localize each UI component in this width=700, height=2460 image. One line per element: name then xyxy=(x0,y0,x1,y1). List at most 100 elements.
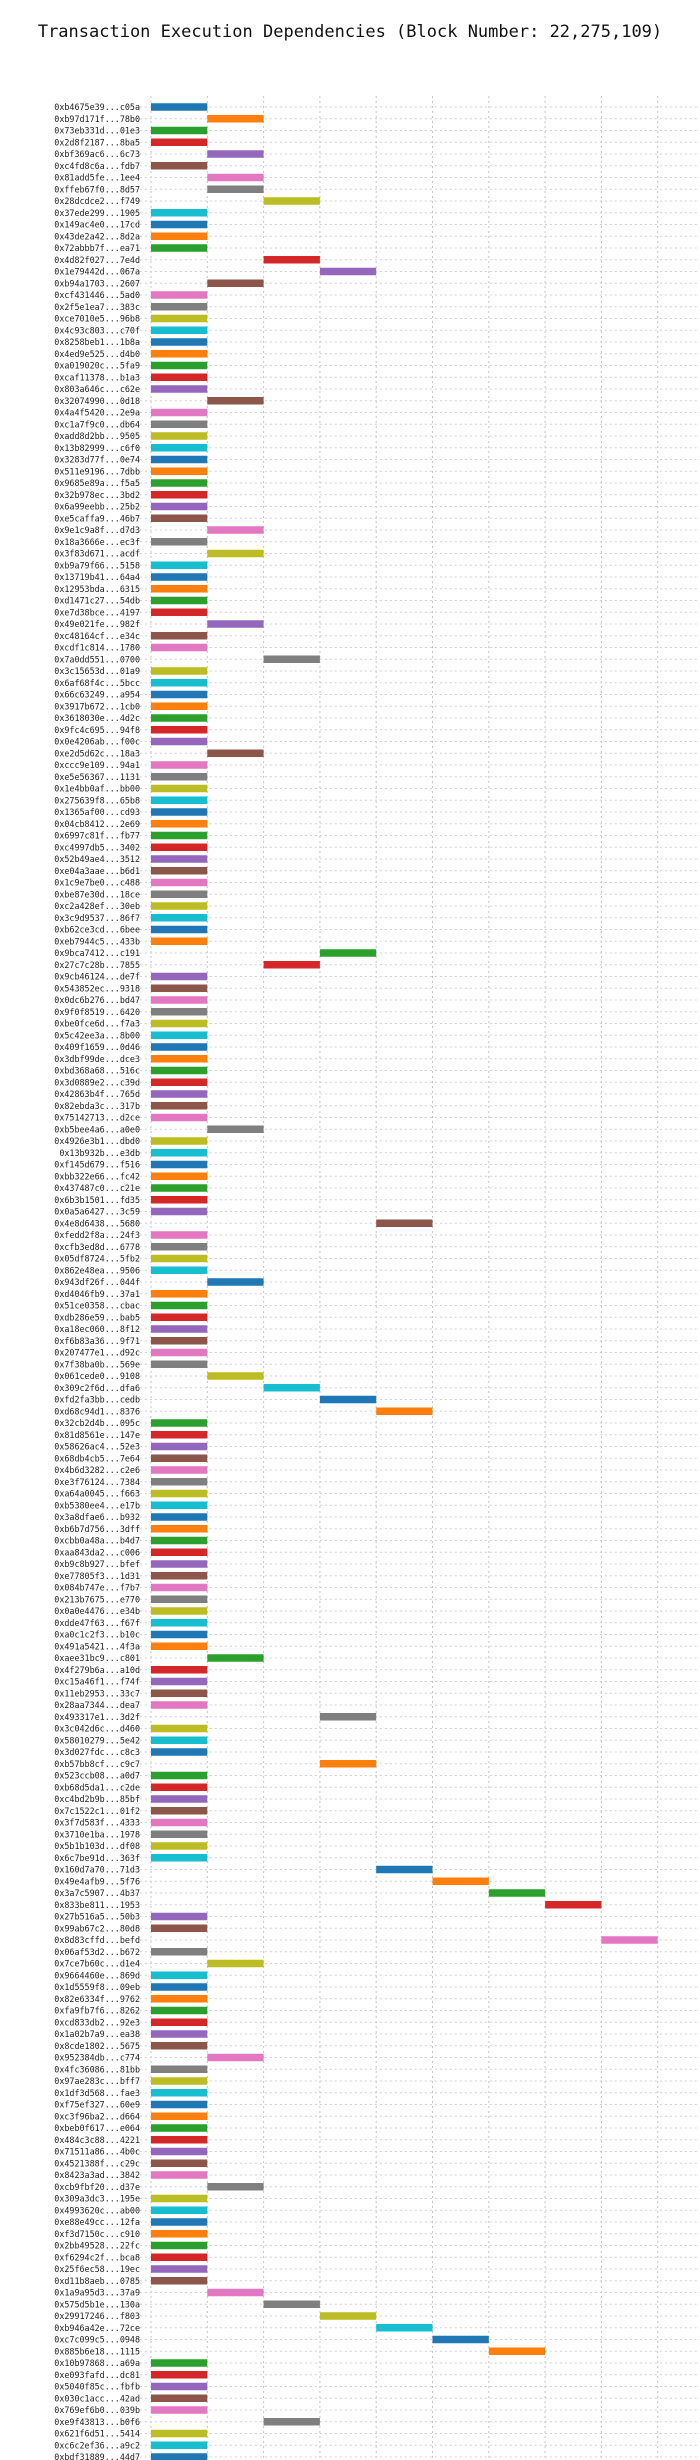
y-tick-label: 0x9cb46124...de7f xyxy=(54,972,140,982)
transaction-bar xyxy=(151,2253,208,2261)
y-tick-label: 0xe3f76124...7384 xyxy=(54,1477,140,1487)
transaction-bar xyxy=(151,784,208,793)
y-tick-label: 0x511e9196...7dbb xyxy=(54,466,140,476)
y-tick-label: 0x8d83cffd...befd xyxy=(54,1935,140,1945)
y-tick-label: 0xc1a7f9c0...db64 xyxy=(54,419,140,429)
y-tick-label: 0xb946a42e...72ce xyxy=(54,2323,140,2333)
y-tick-label: 0x030c1acc...42ad xyxy=(54,2393,140,2403)
transaction-bar xyxy=(151,2206,208,2214)
y-tick-label: 0x97ae283c...bff7 xyxy=(54,2076,140,2086)
transaction-bar xyxy=(151,103,208,111)
y-tick-label: 0xfedd2f8a...24f3 xyxy=(54,1230,140,1240)
transaction-bar xyxy=(151,667,208,675)
transaction-bar xyxy=(151,467,208,475)
y-tick-label: 0xeb7944c5...433b xyxy=(54,936,140,946)
transaction-bar xyxy=(207,1372,264,1380)
transaction-bar xyxy=(207,397,264,405)
transaction-bar xyxy=(151,937,208,945)
y-tick-label: 0x952384db...c774 xyxy=(54,2053,140,2063)
transaction-bar xyxy=(151,455,208,464)
transaction-bar xyxy=(151,2265,208,2273)
y-tick-label: 0x9fc4c695...94f8 xyxy=(54,725,140,735)
y-tick-label: 0xf145d679...f516 xyxy=(54,1160,140,1170)
y-tick-label: 0xe9f43813...b0f6 xyxy=(54,2417,140,2427)
transaction-bar xyxy=(151,596,208,605)
y-tick-label: 0x3f83d671...acdf xyxy=(54,549,140,559)
transaction-bar xyxy=(207,279,264,287)
transaction-bar xyxy=(151,773,208,781)
y-tick-label: 0xbdf31889...44d7 xyxy=(54,2452,140,2460)
y-tick-label: 0x5c42ee3a...8b00 xyxy=(54,1030,140,1040)
transaction-bar xyxy=(151,1113,208,1122)
y-tick-label: 0x160d7a70...71d3 xyxy=(54,1865,140,1875)
transaction-bar xyxy=(151,209,208,217)
transaction-bar xyxy=(151,1360,208,1368)
grid-layer xyxy=(124,96,700,2460)
transaction-bar xyxy=(151,2077,208,2085)
y-tick-label: 0xb94a1703...2607 xyxy=(54,278,140,288)
transaction-bar xyxy=(151,1830,208,1838)
transaction-bar xyxy=(151,326,208,334)
transaction-bar xyxy=(207,1278,264,1286)
transaction-bar xyxy=(151,2089,208,2097)
transaction-bar xyxy=(151,2394,208,2402)
y-tick-label: 0xb5bee4a6...a0e0 xyxy=(54,1124,140,1134)
y-tick-label: 0xbd368a68...516c xyxy=(54,1066,140,1076)
y-tick-label: 0x32b978ec...3bd2 xyxy=(54,490,140,500)
transaction-bar xyxy=(151,2018,208,2026)
transaction-bar xyxy=(151,1066,208,1075)
y-tick-label: 0x05df8724...5fb2 xyxy=(54,1254,140,1264)
y-tick-label: 0xb62ce3cd...6bee xyxy=(54,925,140,935)
transaction-bar xyxy=(151,890,208,898)
y-tick-label: 0x9664460e...869d xyxy=(54,1970,140,1980)
y-tick-label: 0xbb322e66...fc42 xyxy=(54,1171,140,1181)
transaction-bar xyxy=(207,620,264,628)
transaction-bar xyxy=(151,573,208,581)
y-tick-label: 0xdde47f63...f67f xyxy=(54,1618,140,1628)
transaction-bar xyxy=(151,1137,208,1145)
transaction-bar xyxy=(151,2100,208,2109)
y-tick-label: 0xb5380ee4...e17b xyxy=(54,1500,140,1510)
transaction-bar xyxy=(151,1055,208,1063)
y-tick-label: 0x7f38ba0b...569e xyxy=(54,1359,140,1369)
y-tick-label: 0x309c2f6d...dfa6 xyxy=(54,1383,140,1393)
y-tick-label: 0x885b6e18...1115 xyxy=(54,2346,140,2356)
transaction-bar xyxy=(151,1348,208,1357)
transaction-bar xyxy=(151,444,208,452)
y-tick-label: 0x0a0e4476...e34b xyxy=(54,1606,140,1616)
y-tick-label: 0x81d8561e...147e xyxy=(54,1430,140,1440)
y-tick-label: 0x3c15653d...01a9 xyxy=(54,666,140,676)
transaction-bar xyxy=(207,1125,264,1133)
y-tick-label: 0xcdf1c814...1780 xyxy=(54,643,140,653)
transaction-bar xyxy=(376,2324,433,2332)
transaction-bar xyxy=(151,1019,208,1028)
y-tick-label: 0x061cede0...9108 xyxy=(54,1371,140,1381)
y-tick-label: 0x52b49ae4...3512 xyxy=(54,854,140,864)
y-tick-label: 0xf3d7150c...c910 xyxy=(54,2229,140,2239)
transaction-bar xyxy=(207,549,264,558)
transaction-bar xyxy=(151,1466,208,1474)
y-tick-label: 0xccc9e109...94a1 xyxy=(54,760,140,770)
transaction-bar xyxy=(151,162,208,170)
y-tick-label: 0x58626ac4...52e3 xyxy=(54,1442,140,1452)
y-tick-label: 0xf6b83a36...9f71 xyxy=(54,1336,140,1346)
transaction-bar xyxy=(151,1196,208,1204)
y-tick-label: 0x4993620c...ab00 xyxy=(54,2205,140,2215)
y-tick-label: 0x49e4afb9...5f76 xyxy=(54,1876,140,1886)
transaction-bar xyxy=(151,2006,208,2015)
y-tick-label: 0x275639f8...65b8 xyxy=(54,795,140,805)
y-tick-label: 0x81add5fe...1ee4 xyxy=(54,173,140,183)
y-tick-label: 0x493317e1...3d2f xyxy=(54,1712,140,1722)
y-tick-label: 0x833be811...1953 xyxy=(54,1900,140,1910)
y-tick-label: 0x4b6d3282...c2e6 xyxy=(54,1465,140,1475)
y-tick-label: 0x309a3dc3...195e xyxy=(54,2194,140,2204)
y-tick-label: 0xc4fd8c6a...fdb7 xyxy=(54,161,140,171)
y-tick-label: 0x4926e3b1...dbd0 xyxy=(54,1136,140,1146)
transaction-bar xyxy=(263,1384,320,1392)
transaction-bar xyxy=(263,197,320,205)
y-tick-label: 0x084b747e...f7b7 xyxy=(54,1583,140,1593)
transaction-bar xyxy=(151,1313,208,1321)
transaction-bar xyxy=(151,1231,208,1239)
transaction-bar xyxy=(151,761,208,769)
